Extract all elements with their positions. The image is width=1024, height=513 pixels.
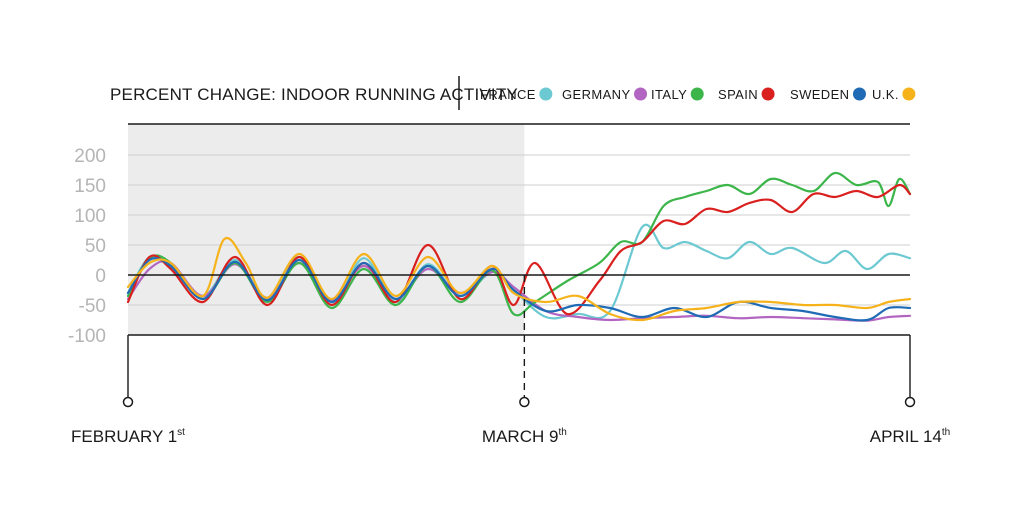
legend-swatch-italy [690,87,704,101]
date-marker-dot [122,396,134,408]
y-tick-label: -50 [79,296,106,317]
y-tick-label: 200 [74,146,106,167]
date-label: APRIL 14th [870,427,950,446]
legend-label-spain: SPAIN [718,87,758,102]
legend-swatch-spain [761,87,775,101]
date-label-suffix: th [558,427,566,438]
series-lines [126,171,912,322]
y-tick-label: 100 [74,206,106,227]
legend-label-uk: U.K. [872,87,899,102]
y-tick-label: 0 [95,266,106,287]
chart-title: PERCENT CHANGE: INDOOR RUNNING ACTIVITY [110,85,518,104]
legend-swatch-sweden [852,87,866,101]
series-line-spain [126,183,912,316]
series-line-france [126,223,912,320]
date-marker-dot [519,396,530,408]
legend-label-sweden: SWEDEN [790,87,849,102]
legend-swatch-france [539,87,553,101]
date-markers: FEBRUARY 1st MARCH 9th APRIL 14th [71,275,950,446]
chart-frame [128,123,910,336]
date-label-suffix: th [942,427,950,438]
legend-swatch-germany [634,87,648,101]
date-label-text: FEBRUARY 1 [71,427,177,446]
date-label-text: APRIL 14 [870,427,942,446]
y-tick-label: 150 [74,176,106,197]
legend-label-germany: GERMANY [562,87,631,102]
date-label: MARCH 9th [482,427,567,446]
legend: FRANCE GERMANY ITALY SPAIN SWEDEN U.K. [480,87,916,102]
legend-label-france: FRANCE [480,87,536,102]
date-label-suffix: st [177,427,185,438]
legend-label-italy: ITALY [651,87,687,102]
date-label-text: MARCH 9 [482,427,559,446]
y-tick-label: -100 [68,326,106,347]
y-axis-ticks: 200 150 100 50 0 -50 -100 [68,146,106,347]
date-marker-dot [904,396,916,408]
series-line-uk [126,236,912,322]
series-line-sweden [126,257,912,322]
legend-swatch-uk [902,87,916,101]
gridlines [128,154,910,306]
date-label: FEBRUARY 1st [71,427,185,446]
y-tick-label: 50 [85,236,106,257]
